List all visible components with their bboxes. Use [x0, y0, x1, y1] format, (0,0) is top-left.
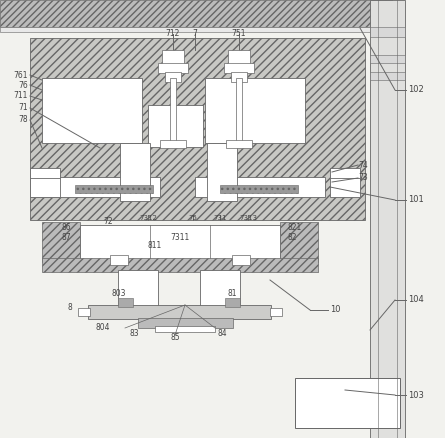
Text: 821: 821: [288, 223, 302, 233]
Text: 7: 7: [193, 28, 198, 38]
Bar: [170, 78, 176, 143]
Text: 8: 8: [68, 303, 73, 311]
Text: 84: 84: [218, 328, 228, 338]
Text: 72: 72: [103, 218, 113, 226]
Text: 86: 86: [62, 223, 72, 233]
Bar: [42, 78, 142, 143]
Text: 7312: 7312: [139, 215, 157, 221]
Bar: [30, 177, 160, 197]
Bar: [280, 222, 318, 262]
Bar: [330, 175, 360, 197]
Bar: [370, 72, 405, 80]
Bar: [226, 140, 252, 148]
Bar: [207, 143, 237, 201]
Text: 811: 811: [148, 240, 162, 250]
Text: 104: 104: [408, 296, 424, 304]
Bar: [42, 258, 318, 272]
Text: 761: 761: [13, 71, 28, 80]
Bar: [120, 143, 150, 201]
Text: 81: 81: [228, 289, 238, 297]
Text: 82: 82: [288, 233, 298, 243]
Bar: [30, 38, 365, 220]
Bar: [88, 305, 271, 319]
Bar: [30, 168, 60, 178]
Bar: [0, 0, 392, 27]
Bar: [162, 50, 184, 65]
Bar: [228, 50, 250, 65]
Bar: [158, 63, 188, 73]
Bar: [110, 255, 128, 265]
Bar: [42, 222, 80, 262]
Bar: [370, 0, 405, 438]
Text: 71: 71: [18, 103, 28, 113]
Bar: [232, 255, 250, 265]
Text: 751: 751: [232, 28, 246, 38]
Text: 711: 711: [14, 92, 28, 100]
Text: 101: 101: [408, 195, 424, 205]
Bar: [295, 378, 400, 428]
Bar: [30, 175, 60, 197]
Bar: [78, 308, 90, 316]
Bar: [75, 185, 153, 193]
Text: 712: 712: [166, 28, 180, 38]
Text: 7311: 7311: [170, 233, 190, 241]
Bar: [148, 105, 203, 147]
Bar: [160, 140, 186, 148]
Bar: [205, 78, 305, 143]
Text: 76: 76: [18, 81, 28, 89]
Bar: [155, 326, 215, 332]
Bar: [225, 298, 240, 307]
Text: 804: 804: [95, 324, 109, 332]
Bar: [224, 63, 254, 73]
Bar: [370, 55, 405, 63]
Text: 7313: 7313: [239, 215, 257, 221]
Bar: [270, 308, 282, 316]
Bar: [118, 270, 158, 308]
Bar: [231, 72, 247, 82]
Text: 87: 87: [62, 233, 72, 243]
Bar: [80, 225, 280, 260]
Text: 102: 102: [408, 85, 424, 95]
Bar: [330, 168, 360, 178]
Text: 10: 10: [330, 305, 340, 314]
Text: 73: 73: [358, 173, 368, 183]
Bar: [370, 27, 405, 37]
Text: 731: 731: [213, 215, 227, 221]
Text: 85: 85: [170, 333, 180, 343]
Bar: [138, 318, 233, 328]
Bar: [195, 177, 325, 197]
Bar: [236, 78, 242, 143]
Bar: [165, 72, 181, 82]
Bar: [220, 185, 298, 193]
Text: 103: 103: [408, 391, 424, 399]
Bar: [118, 298, 133, 307]
Text: 803: 803: [112, 289, 126, 297]
Text: 75: 75: [189, 215, 198, 221]
Bar: [0, 27, 392, 32]
Text: 78: 78: [18, 116, 28, 124]
Bar: [200, 270, 240, 308]
Text: 83: 83: [130, 328, 140, 338]
Text: 74: 74: [358, 160, 368, 170]
